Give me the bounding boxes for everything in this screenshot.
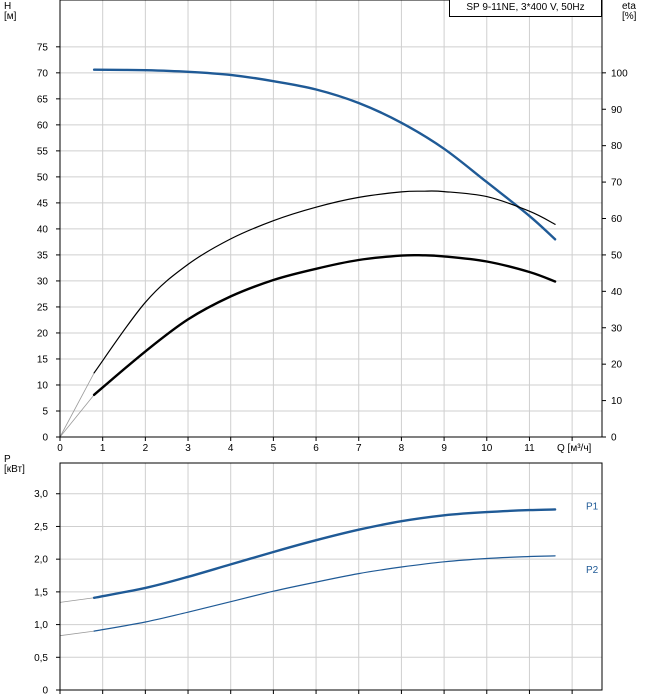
- y-tick-label: 60: [37, 120, 49, 131]
- plot-frame: [59, 0, 603, 438]
- series-line: [92, 68, 557, 241]
- y2-tick-label: 20: [611, 360, 623, 371]
- x-tick-label: 11: [524, 443, 535, 454]
- x-tick-label: 10: [481, 443, 493, 454]
- y-tick-label: 55: [37, 146, 49, 157]
- series-label: P2: [586, 565, 599, 576]
- y2-tick-label: 70: [611, 178, 623, 189]
- y-tick-label: 30: [37, 276, 49, 287]
- y-tick-label: 3,0: [34, 489, 48, 500]
- y-tick-label: 1,5: [34, 587, 48, 598]
- y-tick-label: 2,0: [34, 555, 48, 566]
- x-tick-label: 8: [399, 443, 405, 454]
- y-axis-label: H: [4, 1, 11, 12]
- y2-tick-label: 50: [611, 250, 623, 261]
- y-tick-label: 2,5: [34, 522, 48, 533]
- y-tick-label: 45: [37, 198, 49, 209]
- y2-tick-label: 10: [611, 396, 623, 407]
- y2-tick-label: 30: [611, 323, 623, 334]
- y-tick-label: 65: [37, 94, 49, 105]
- plot-frame: [59, 462, 603, 691]
- head-axes: 051015202530354045505560657075H[м]010203…: [4, 0, 637, 454]
- y2-tick-label: 0: [611, 433, 617, 444]
- y-axis-label: [кВт]: [4, 464, 25, 475]
- guide-line: [59, 394, 95, 438]
- series-line: [92, 508, 557, 599]
- head-efficiency-curves: [59, 68, 557, 438]
- guide-line: [59, 372, 95, 438]
- y-tick-label: 0: [42, 433, 48, 444]
- y-tick-label: 1,0: [34, 620, 48, 631]
- y-tick-label: 35: [37, 250, 49, 261]
- guide-line: [59, 630, 95, 637]
- y-tick-label: 20: [37, 328, 49, 339]
- y-tick-label: 70: [37, 68, 49, 79]
- y-tick-label: 75: [37, 42, 49, 53]
- x-tick-label: 9: [441, 443, 447, 454]
- head-grid: [60, 0, 602, 437]
- x-tick-label: 5: [271, 443, 277, 454]
- y2-tick-label: 60: [611, 214, 623, 225]
- y-tick-label: 10: [37, 380, 49, 391]
- y2-tick-label: 100: [611, 68, 628, 79]
- y-tick-label: 15: [37, 354, 49, 365]
- series-line: [93, 190, 556, 374]
- y2-axis-label: [%]: [622, 11, 637, 22]
- y-axis-label: [м]: [4, 11, 17, 22]
- series-line: [92, 253, 557, 396]
- y-axis-label: P: [4, 454, 11, 465]
- x-tick-label: 2: [143, 443, 149, 454]
- y-tick-label: 0,5: [34, 653, 48, 664]
- y-tick-label: 5: [42, 406, 48, 417]
- y2-tick-label: 90: [611, 105, 623, 116]
- x-tick-label: 3: [185, 443, 191, 454]
- y2-axis-label: eta: [622, 1, 636, 12]
- x-tick-label: 6: [313, 443, 319, 454]
- power-axes: 0 0,5 1,0 1,5 2,0 2,5 3,0 P[кВт]: [4, 454, 603, 697]
- x-tick-label: 4: [228, 443, 234, 454]
- x-axis-label: Q [м³/ч]: [557, 443, 592, 454]
- power-curves: P1 P2: [59, 501, 599, 637]
- y-tick-label: 25: [37, 302, 49, 313]
- y2-tick-label: 80: [611, 141, 623, 152]
- x-tick-label: 0: [57, 443, 63, 454]
- power-grid: [60, 463, 602, 690]
- chart-title: SP 9-11NE, 3*400 V, 50Hz: [449, 0, 602, 17]
- series-line: [93, 555, 556, 632]
- series-label: P1: [586, 501, 599, 512]
- guide-line: [59, 597, 95, 603]
- x-tick-label: 1: [100, 443, 106, 454]
- y-tick-label: 40: [37, 224, 49, 235]
- y-tick-label: 50: [37, 172, 49, 183]
- y-tick-label: 0: [42, 686, 48, 697]
- y2-tick-label: 40: [611, 287, 623, 298]
- x-tick-label: 7: [356, 443, 362, 454]
